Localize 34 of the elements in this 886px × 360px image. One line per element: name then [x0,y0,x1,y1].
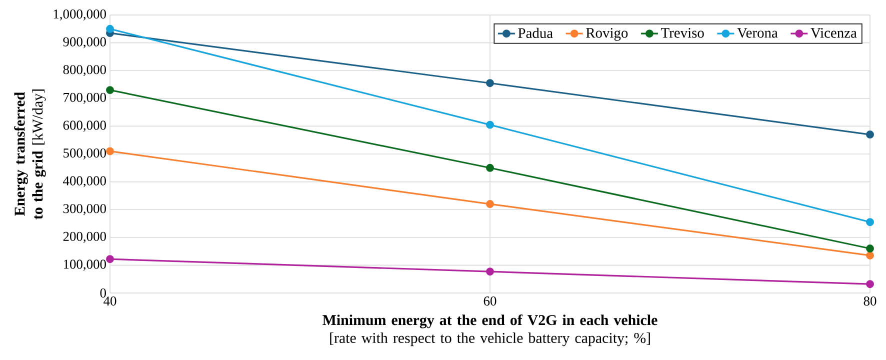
point [486,164,494,172]
point [106,24,114,33]
y-tick-label: 300,000 [63,204,106,216]
x-axis-title: Minimum energy at the end of V2G in each vehicle [rate with respect to the vehicle battery capacity; %] [322,314,658,346]
legend-label: Treviso [661,28,704,38]
point [486,200,494,208]
point [866,280,874,288]
point [486,120,494,129]
point [106,147,114,156]
y-tick-label: 900,000 [63,37,106,48]
x-tick-label: 80 [864,296,876,306]
legend-label: Vicenza [810,28,857,38]
point [866,130,874,139]
point [866,251,874,260]
y-tick-label: 1,000,000 [54,9,106,20]
x-tick-label: 40 [104,296,116,306]
legend-label: Rovigo [586,28,628,41]
point [486,268,494,276]
y-tick-label: 600,000 [63,120,106,132]
legend-label: Padua [518,28,553,38]
y-tick-label: 400,000 [63,176,106,188]
y-tick-label: 0 [100,288,106,298]
y-tick-label: 800,000 [63,65,106,76]
point [106,255,114,264]
legend-label: Verona [737,28,778,38]
y-tick-label: 100,000 [64,260,106,271]
y-tick-label: 700,000 [64,92,106,104]
x-tick-label: 60 [484,296,496,306]
point [486,79,494,88]
y-tick-label: 500,000 [64,148,106,160]
point [866,244,874,253]
point [866,218,874,226]
point [106,86,114,94]
y-tick-label: 200,000 [63,232,106,243]
